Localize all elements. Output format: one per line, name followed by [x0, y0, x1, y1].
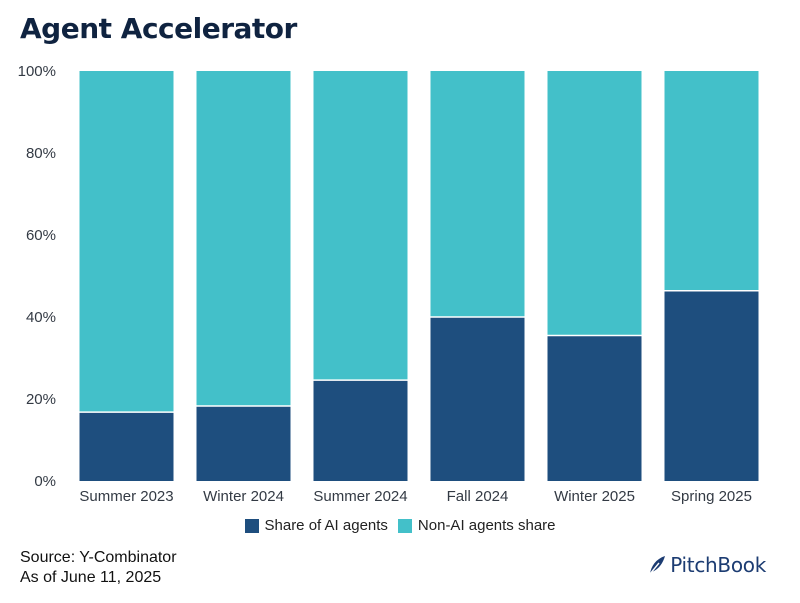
bar-segment-ai	[547, 335, 642, 481]
pitchbook-logo: PitchBook	[648, 553, 766, 577]
x-tick-label: Summer 2023	[79, 488, 173, 505]
bar-segment-non-ai	[547, 71, 642, 336]
y-tick-label: 40%	[26, 309, 56, 326]
bar-segment-ai	[313, 380, 408, 481]
bar-segment-non-ai	[430, 71, 525, 317]
y-axis: 0% 20% 40% 60% 80% 100%	[18, 63, 56, 490]
y-tick-label: 20%	[26, 391, 56, 408]
bar-segment-ai	[196, 405, 291, 481]
legend-label-non-ai: Non-AI agents share	[417, 517, 556, 534]
legend-label-ai: Share of AI agents	[264, 517, 388, 534]
legend-swatch-non-ai	[397, 518, 412, 533]
bar-segment-non-ai	[79, 71, 174, 413]
source-note: Source: Y-Combinator	[20, 549, 177, 566]
legend-item-non-ai: Non-AI agents share	[397, 517, 556, 534]
bar-segment-non-ai	[313, 71, 408, 381]
stacked-bar-chart: 0% 20% 40% 60% 80% 100% Summer 2023 Winter 202…	[18, 63, 759, 505]
x-tick-label: Winter 2024	[203, 488, 284, 505]
y-tick-label: 60%	[26, 227, 56, 244]
x-tick-label: Spring 2025	[671, 488, 752, 505]
bar-segment-non-ai	[196, 71, 291, 406]
y-tick-label: 80%	[26, 145, 56, 162]
bar-segment-ai	[430, 317, 525, 481]
x-axis: Summer 2023 Winter 2024 Summer 2024 Fall 20…	[79, 488, 752, 505]
x-tick-label: Fall 2024	[447, 488, 509, 505]
x-tick-label: Winter 2025	[554, 488, 635, 505]
footer: Source: Y-Combinator As of June 11, 2025	[20, 548, 177, 588]
bars	[79, 71, 759, 481]
x-tick-label: Summer 2024	[313, 488, 407, 505]
y-tick-label: 0%	[34, 473, 56, 490]
bar-segment-ai	[79, 412, 174, 481]
pitchbook-leaf-icon	[649, 556, 666, 575]
bar-segment-non-ai	[664, 71, 759, 291]
legend-swatch-ai	[244, 518, 259, 533]
y-tick-label: 100%	[18, 63, 56, 80]
legend-item-ai: Share of AI agents	[244, 517, 388, 534]
legend: Share of AI agents Non-AI agents share	[0, 517, 800, 534]
logo-text: PitchBook	[670, 553, 766, 577]
chart-title: Agent Accelerator	[20, 12, 297, 45]
bar-segment-ai	[664, 290, 759, 481]
date-note: As of June 11, 2025	[20, 569, 162, 586]
